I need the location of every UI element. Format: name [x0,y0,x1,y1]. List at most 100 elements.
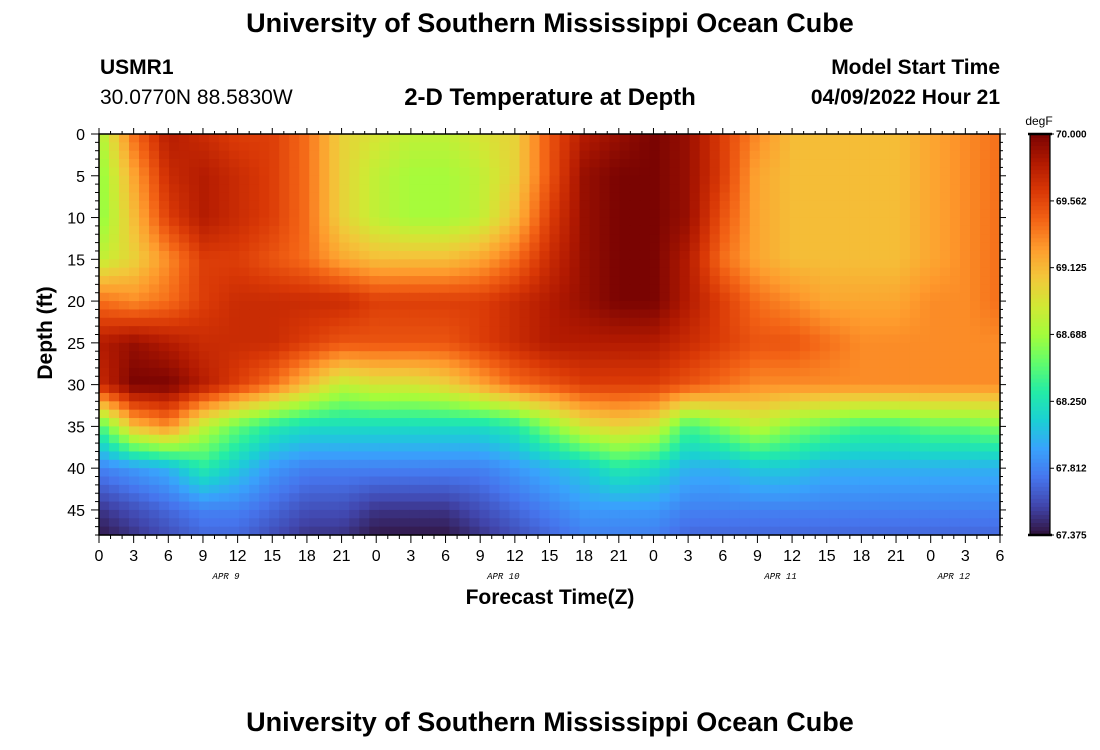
heatmap-cell [739,476,751,486]
heatmap-cell [609,476,621,486]
heatmap-cell [809,326,821,336]
heatmap-cell [139,342,150,352]
heatmap-cell [759,309,771,319]
heatmap-cell [849,142,861,152]
x-tick-label: 6 [718,548,727,565]
heatmap-cell [239,459,250,469]
heatmap-cell [619,451,631,461]
heatmap-cell [599,342,611,352]
heatmap-cell [159,359,170,369]
heatmap-cell [879,284,891,294]
heatmap-cell [599,367,611,377]
heatmap-cell [899,367,911,377]
heatmap-cell [979,317,991,327]
heatmap-cell [929,267,941,277]
heatmap-cell [319,209,330,219]
heatmap-cell [499,443,511,453]
heatmap-cell [159,342,170,352]
heatmap-cell [849,459,861,469]
heatmap-cell [849,493,861,503]
colorbar-segment [1030,190,1050,195]
heatmap-cell [579,225,591,235]
heatmap-cell [989,476,1001,486]
heatmap-cell [219,225,230,235]
heatmap-cell [949,476,961,486]
heatmap-cell [279,225,290,235]
heatmap-cell [359,367,370,377]
heatmap-cell [839,484,851,494]
heatmap-cell [369,309,380,319]
heatmap-cell [869,150,881,160]
heatmap-cell [269,317,280,327]
heatmap-cell [459,292,471,302]
heatmap-cell [769,443,781,453]
heatmap-cell [779,284,791,294]
heatmap-cell [489,167,501,177]
heatmap-cell [239,401,250,411]
heatmap-cell [799,384,811,394]
heatmap-cell [519,434,531,444]
heatmap-cell [329,184,340,194]
heatmap-cell [129,225,140,235]
heatmap-cell [649,334,661,344]
heatmap-cell [319,359,330,369]
heatmap-cell [529,242,541,252]
heatmap-cell [689,376,701,386]
heatmap-cell [309,342,320,352]
heatmap-cell [549,334,561,344]
heatmap-cell [419,426,430,436]
heatmap-cell [119,234,130,244]
heatmap-cell [439,217,450,227]
heatmap-cell [639,217,651,227]
heatmap-cell [169,392,180,402]
heatmap-cell [119,418,130,427]
heatmap-cell [379,134,390,143]
heatmap-cell [509,443,521,453]
heatmap-cell [409,225,420,235]
heatmap-cell [549,192,561,202]
heatmap-cell [319,409,330,419]
heatmap-cell [989,426,1001,436]
heatmap-cell [689,426,701,436]
heatmap-cell [449,451,460,461]
heatmap-cell [419,509,430,519]
heatmap-cell [859,167,871,177]
colorbar-segment [1030,418,1050,424]
heatmap-cell [799,217,811,227]
heatmap-cell [879,209,891,219]
heatmap-cell [839,276,851,285]
heatmap-cell [309,142,320,152]
heatmap-cell [159,301,170,311]
heatmap-cell [789,359,801,369]
heatmap-cell [139,150,150,160]
heatmap-cell [939,518,951,528]
heatmap-cell [699,142,711,152]
heatmap-cell [589,234,601,244]
colorbar-segment [1030,234,1050,239]
heatmap-cell [189,434,200,444]
heatmap-cell [899,443,911,453]
heatmap-cell [879,150,891,160]
heatmap-cell [869,476,881,486]
heatmap-cell [169,384,180,394]
heatmap-cell [299,451,310,461]
heatmap-cell [669,526,681,536]
heatmap-cell [979,192,991,202]
heatmap-cell [389,309,400,319]
heatmap-cell [569,518,581,528]
heatmap-cell [829,309,841,319]
heatmap-cell [349,342,360,352]
heatmap-cell [759,501,771,511]
heatmap-cell [979,351,991,361]
heatmap-cell [769,359,781,369]
heatmap-cell [909,184,921,194]
heatmap-cell [749,267,761,277]
heatmap-cell [889,351,901,361]
heatmap-cell [629,192,641,202]
heatmap-cell [789,518,801,528]
colorbar-segment [1030,146,1050,151]
heatmap-cell [479,292,491,302]
colorbar-segment [1030,138,1050,143]
heatmap-cell [319,259,330,269]
heatmap-cell [819,367,831,377]
